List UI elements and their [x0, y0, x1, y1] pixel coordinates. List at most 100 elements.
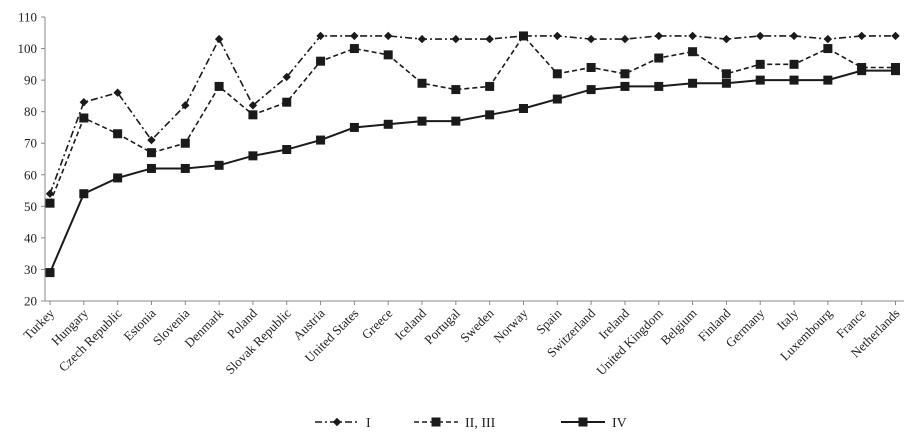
data-point-ii-iii: [45, 198, 55, 208]
data-point-ii-iii: [417, 78, 427, 88]
y-tick-label: 70: [24, 136, 37, 151]
data-point-iv: [620, 81, 630, 91]
data-point-ii-iii: [214, 81, 224, 91]
data-point-ii-iii: [180, 138, 190, 148]
data-point-iv: [823, 75, 833, 85]
data-point-i: [789, 31, 799, 41]
series-iv: [45, 66, 900, 278]
y-tick-label: 80: [24, 104, 37, 119]
legend-label: II, III: [465, 416, 496, 431]
data-point-iv: [789, 75, 799, 85]
data-point-iv: [857, 66, 867, 76]
data-point-ii-iii: [282, 97, 292, 107]
data-point-i: [316, 31, 325, 41]
series-line-iv: [49, 69, 896, 273]
data-point-iv: [755, 75, 765, 85]
data-point-iv: [451, 116, 461, 126]
data-point-ii-iii: [316, 56, 326, 66]
data-point-iv: [552, 94, 562, 104]
series-ii-iii: [45, 31, 900, 208]
data-point-iv: [282, 145, 292, 155]
data-point-ii-iii: [586, 62, 596, 72]
chart-legend: I II, III IV: [315, 416, 627, 431]
data-point-legend: [578, 417, 588, 427]
data-point-iv: [383, 119, 393, 129]
data-point-i: [282, 72, 291, 82]
data-point-i: [113, 88, 122, 97]
data-point-ii-iii: [789, 59, 799, 69]
data-point-ii-iii: [79, 113, 89, 123]
x-tick-label: Sweden: [457, 305, 497, 345]
data-point-ii-iii: [518, 31, 528, 41]
data-point-ii-iii: [349, 44, 359, 54]
legend-item-iv: IV: [561, 416, 627, 431]
data-point-iv: [79, 189, 89, 199]
x-tick-label: Belgium: [657, 306, 699, 348]
data-point-ii-iii: [721, 69, 731, 79]
data-point-i: [485, 34, 494, 44]
data-point-ii-iii: [451, 85, 461, 95]
data-point-i: [214, 34, 224, 44]
data-point-i: [451, 34, 461, 44]
data-point-ii-iii: [113, 129, 123, 139]
data-point-i: [553, 31, 562, 41]
data-point-iv: [349, 122, 359, 132]
data-point-ii-iii: [688, 47, 698, 57]
data-point-legend: [431, 417, 441, 427]
series-i: [45, 31, 900, 198]
y-tick-label: 90: [24, 73, 37, 88]
legend-label: IV: [612, 416, 627, 431]
chart-series-layer: [45, 31, 900, 278]
data-point-i: [417, 34, 427, 44]
data-point-ii-iii: [383, 50, 393, 60]
y-tick-label: 100: [18, 41, 38, 56]
legend-item-ii-iii: II, III: [414, 416, 496, 431]
data-point-i: [586, 34, 596, 44]
data-point-i: [384, 31, 393, 41]
data-point-iv: [485, 110, 495, 120]
y-tick-label: 110: [18, 10, 37, 25]
x-tick-label: Portugal: [421, 305, 463, 347]
data-point-iv: [518, 104, 528, 114]
data-point-iv: [417, 116, 427, 126]
data-point-iv: [891, 66, 900, 76]
series-line-i: [49, 35, 896, 194]
y-tick-label: 30: [24, 262, 37, 277]
data-point-i: [79, 98, 89, 107]
data-point-ii-iii: [654, 53, 664, 63]
y-tick-label: 50: [24, 199, 37, 214]
data-point-iv: [146, 163, 156, 173]
data-point-ii-iii: [248, 110, 258, 120]
data-point-ii-iii: [485, 81, 495, 91]
data-point-ii-iii: [552, 69, 562, 79]
data-point-i: [891, 31, 900, 41]
data-point-legend: [332, 417, 342, 427]
data-point-ii-iii: [146, 148, 156, 158]
data-point-i: [181, 101, 190, 110]
data-point-ii-iii: [755, 59, 765, 69]
data-point-i: [688, 31, 697, 41]
data-point-i: [248, 101, 258, 110]
series-line-ii-iii: [49, 34, 896, 204]
data-point-i: [722, 34, 731, 44]
data-point-i: [823, 34, 833, 44]
data-point-i: [857, 31, 866, 41]
data-point-iv: [113, 173, 123, 183]
data-point-iv: [316, 135, 326, 145]
data-point-i: [350, 31, 359, 41]
data-point-iv: [688, 78, 698, 88]
data-point-i: [654, 31, 663, 41]
data-point-iv: [248, 151, 258, 161]
data-point-iv: [180, 163, 190, 173]
data-point-i: [620, 34, 630, 44]
data-point-i: [756, 31, 765, 41]
data-point-iv: [214, 160, 224, 170]
data-point-ii-iii: [620, 69, 630, 79]
y-tick-label: 20: [24, 294, 37, 309]
data-point-iv: [721, 78, 731, 88]
y-tick-label: 60: [24, 167, 37, 182]
x-tick-label: Italy: [774, 305, 802, 333]
data-point-i: [45, 189, 55, 198]
legend-item-i: I: [315, 416, 371, 431]
